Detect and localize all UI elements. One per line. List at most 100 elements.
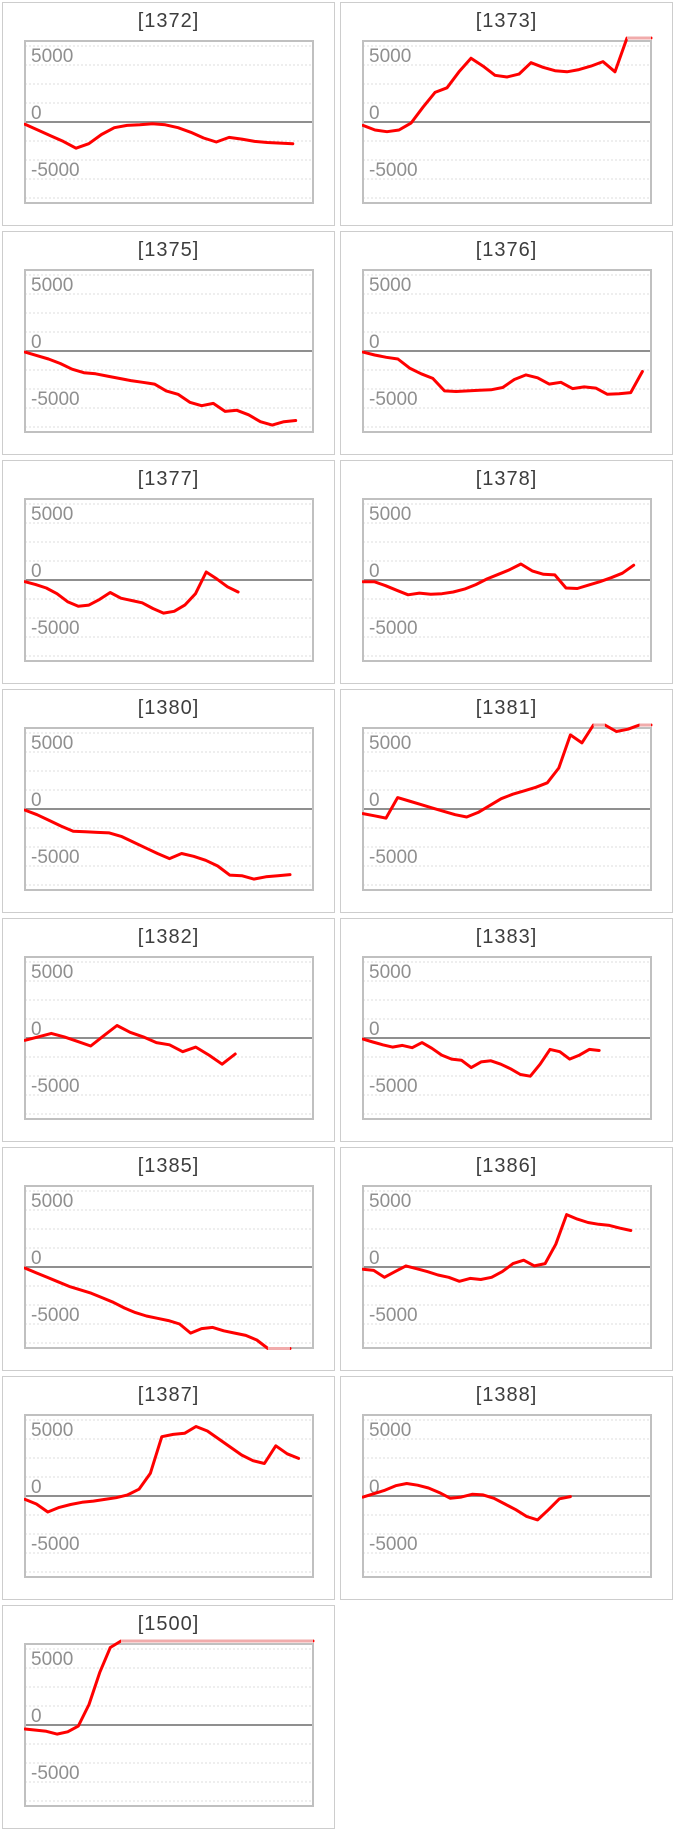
y-axis-label: -5000 — [369, 1534, 418, 1555]
data-series-line — [362, 1482, 572, 1522]
y-axis-label: -5000 — [369, 618, 418, 639]
plot-border — [24, 498, 314, 662]
chart-cell: [1386] 5000 0 -5000 — [340, 1147, 673, 1371]
y-axis-label: -5000 — [31, 389, 80, 410]
y-axis-label: -5000 — [31, 847, 80, 868]
chart-plot: 5000 0 -5000 — [24, 1414, 314, 1578]
y-axis-label: 0 — [369, 561, 380, 582]
chart-title: [1372] — [137, 10, 200, 32]
data-series-line — [24, 350, 298, 427]
y-axis-label: 0 — [31, 1248, 42, 1269]
data-series-line — [24, 122, 295, 150]
chart-plot: 5000 0 -5000 — [362, 498, 652, 662]
chart-plot: 5000 0 -5000 — [24, 956, 314, 1120]
y-axis-label: 0 — [369, 103, 380, 124]
data-series-line — [24, 1024, 237, 1066]
y-axis-label: 0 — [369, 1248, 380, 1269]
data-series-line — [24, 570, 240, 615]
y-axis-label: -5000 — [369, 1076, 418, 1097]
chart-cell: [1373] 5000 0 -5000 — [340, 2, 673, 226]
y-axis-label: 5000 — [31, 962, 73, 983]
chart-plot: 5000 0 -5000 — [24, 40, 314, 204]
plot-border — [24, 1414, 314, 1578]
chart-title: [1385] — [137, 1155, 200, 1177]
y-axis-label: 0 — [31, 1706, 42, 1727]
y-axis-label: 5000 — [369, 962, 411, 983]
chart-title: [1375] — [137, 239, 200, 261]
chart-title: [1387] — [137, 1384, 200, 1406]
chart-plot: 5000 0 -5000 — [362, 956, 652, 1120]
chart-title: [1377] — [137, 468, 200, 490]
chart-cell: [1376] 5000 0 -5000 — [340, 231, 673, 455]
y-axis-label: 5000 — [369, 1191, 411, 1212]
data-series-line — [24, 808, 292, 881]
chart-title: [1388] — [475, 1384, 538, 1406]
plot-border — [362, 498, 652, 662]
y-axis-label: -5000 — [31, 1763, 80, 1784]
chart-title: [1378] — [475, 468, 538, 490]
y-axis-label: -5000 — [31, 618, 80, 639]
chart-cell: [1500] 5000 0 -5000 — [2, 1605, 335, 1829]
y-axis-label: 0 — [31, 561, 42, 582]
chart-title: [1373] — [475, 10, 538, 32]
y-axis-label: 0 — [369, 1019, 380, 1040]
chart-cell: [1375] 5000 0 -5000 — [2, 231, 335, 455]
chart-cell: [1380] 5000 0 -5000 — [2, 689, 335, 913]
y-axis-label: 5000 — [31, 733, 73, 754]
y-axis-label: -5000 — [369, 847, 418, 868]
y-axis-label: 0 — [31, 1019, 42, 1040]
data-series-line — [362, 1213, 633, 1283]
y-axis-label: 0 — [369, 332, 380, 353]
plot-border — [362, 1185, 652, 1349]
chart-plot: 5000 0 -5000 — [362, 36, 653, 204]
y-axis-label: -5000 — [369, 160, 418, 181]
y-axis-label: -5000 — [31, 160, 80, 181]
chart-cell: [1377] 5000 0 -5000 — [2, 460, 335, 684]
data-series-line — [362, 350, 644, 396]
y-axis-label: -5000 — [31, 1076, 80, 1097]
chart-cell: [1383] 5000 0 -5000 — [340, 918, 673, 1142]
y-axis-label: -5000 — [369, 389, 418, 410]
chart-title: [1382] — [137, 926, 200, 948]
chart-plot: 5000 0 -5000 — [24, 498, 314, 662]
y-axis-label: 5000 — [369, 275, 411, 296]
y-axis-label: 5000 — [31, 1420, 73, 1441]
y-axis-label: -5000 — [31, 1305, 80, 1326]
data-series-line — [24, 1425, 301, 1514]
chart-title: [1383] — [475, 926, 538, 948]
chart-plot: 5000 0 -5000 — [24, 727, 314, 891]
y-axis-label: 5000 — [369, 733, 411, 754]
y-axis-label: 0 — [31, 1477, 42, 1498]
chart-cell: [1372] 5000 0 -5000 — [2, 2, 335, 226]
plot-border — [24, 40, 314, 204]
data-series-line — [362, 36, 653, 134]
y-axis-label: 0 — [369, 790, 380, 811]
data-series-line — [362, 562, 636, 597]
chart-cell: [1385] 5000 0 -5000 — [2, 1147, 335, 1371]
plot-border — [24, 1643, 314, 1807]
y-axis-label: 0 — [369, 1477, 380, 1498]
chart-title: [1381] — [475, 697, 538, 719]
y-axis-label: 5000 — [369, 1420, 411, 1441]
chart-plot: 5000 0 -5000 — [24, 1185, 314, 1350]
chart-cell: [1387] 5000 0 -5000 — [2, 1376, 335, 1600]
y-axis-label: 5000 — [369, 504, 411, 525]
plot-border — [24, 956, 314, 1120]
chart-plot: 5000 0 -5000 — [362, 269, 652, 433]
chart-title: [1386] — [475, 1155, 538, 1177]
y-axis-label: 5000 — [31, 1649, 73, 1670]
chart-plot: 5000 0 -5000 — [362, 1414, 652, 1578]
y-axis-label: 5000 — [31, 275, 73, 296]
y-axis-label: 0 — [31, 103, 42, 124]
y-axis-label: 5000 — [31, 504, 73, 525]
chart-title: [1376] — [475, 239, 538, 261]
y-axis-label: 0 — [31, 790, 42, 811]
y-axis-label: 0 — [31, 332, 42, 353]
chart-title: [1380] — [137, 697, 200, 719]
chart-cell: [1378] 5000 0 -5000 — [340, 460, 673, 684]
y-axis-label: -5000 — [31, 1534, 80, 1555]
y-axis-label: 5000 — [31, 1191, 73, 1212]
data-series-line — [24, 1266, 292, 1350]
